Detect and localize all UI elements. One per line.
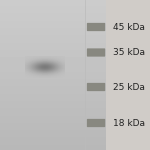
FancyBboxPatch shape (87, 83, 105, 91)
Text: 18 kDa: 18 kDa (113, 118, 145, 127)
Text: 35 kDa: 35 kDa (113, 48, 145, 57)
Text: 25 kDa: 25 kDa (113, 82, 145, 91)
FancyBboxPatch shape (87, 23, 105, 31)
Text: 45 kDa: 45 kDa (113, 22, 145, 32)
FancyBboxPatch shape (87, 119, 105, 127)
FancyBboxPatch shape (87, 48, 105, 57)
